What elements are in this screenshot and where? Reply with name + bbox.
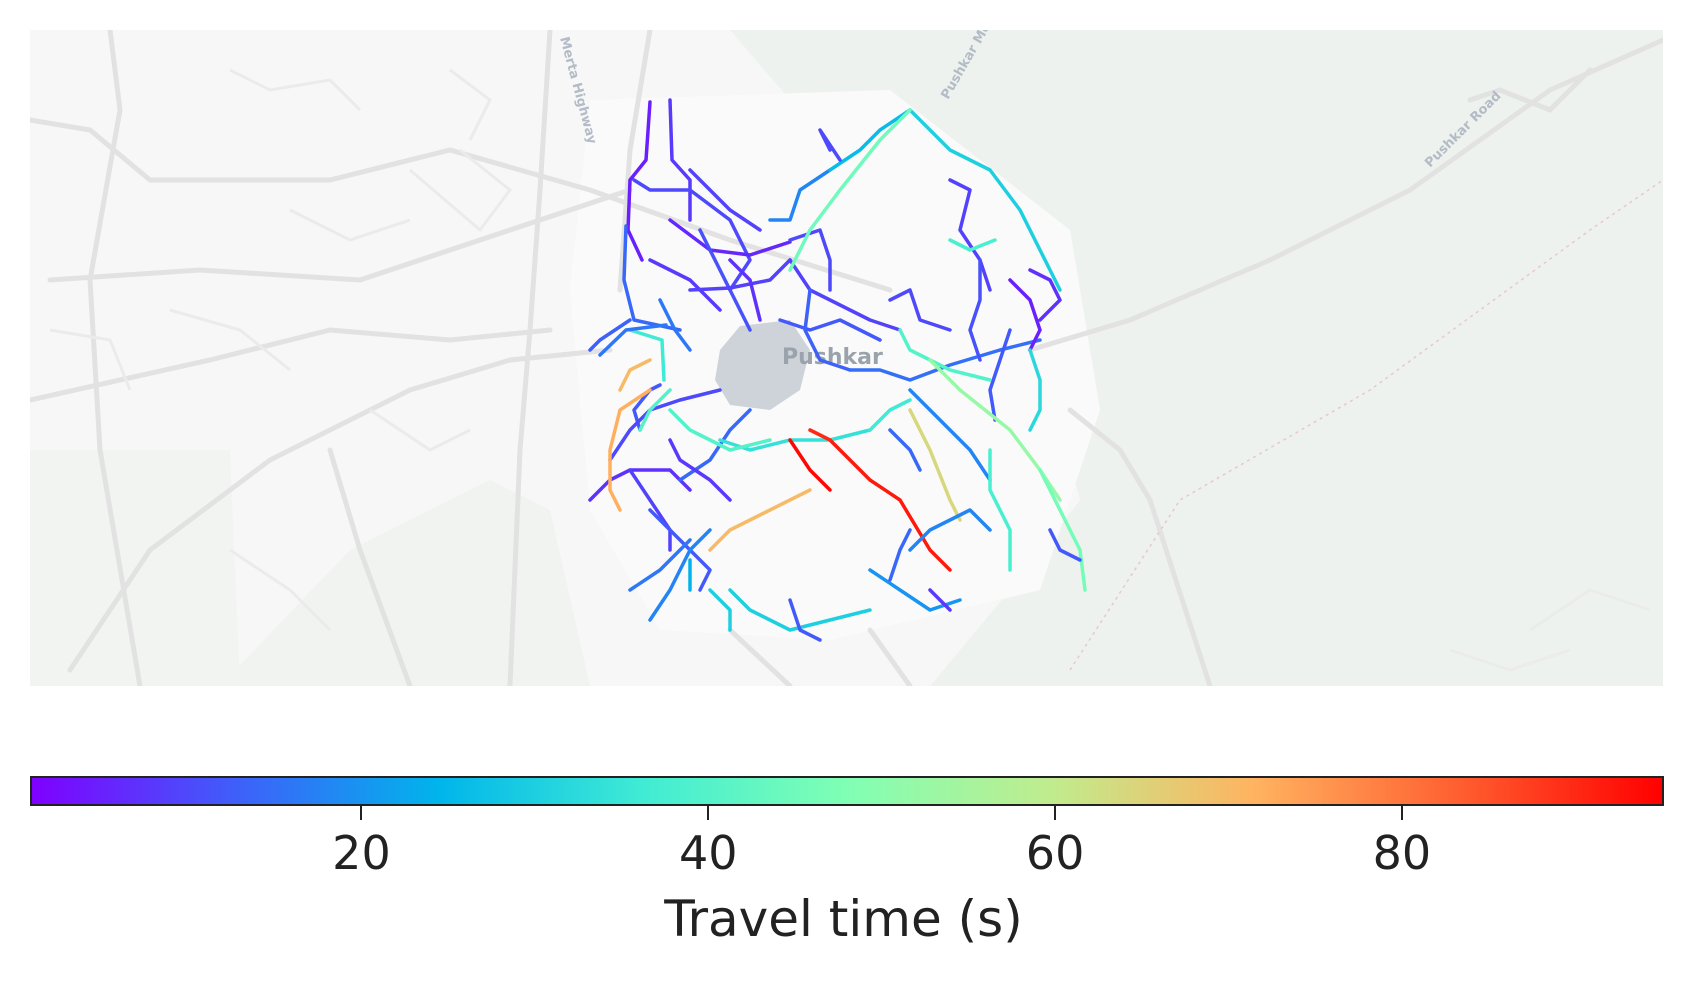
road-segment <box>868 398 912 432</box>
map-canvas: Pushkar Merta Highway Pushkar Mer Pushka… <box>30 30 1663 686</box>
colorbar-tick-label: 40 <box>678 826 738 880</box>
colorbar-label: Travel time (s) <box>664 890 1023 948</box>
road-segment <box>598 323 668 357</box>
road-segment <box>788 228 832 292</box>
road-segment <box>648 528 712 622</box>
road-segment <box>888 428 922 472</box>
colorbar-tick <box>1054 806 1057 820</box>
road-segment <box>788 258 902 332</box>
colorbar-tick <box>707 806 710 820</box>
road-segment <box>648 508 712 592</box>
road-segment <box>628 328 666 382</box>
road-segment <box>928 588 952 612</box>
background-roads <box>30 30 1663 686</box>
road-segment <box>948 238 997 252</box>
place-label: Pushkar <box>782 345 883 370</box>
road-segment <box>908 388 992 482</box>
road-segment <box>608 388 652 512</box>
road-segment <box>818 128 842 162</box>
road-segment <box>888 528 912 582</box>
road-segment <box>668 438 732 502</box>
colorbar <box>30 776 1664 806</box>
road-segment <box>648 258 722 312</box>
road-segment <box>708 488 812 552</box>
colorbar-tick <box>360 806 363 820</box>
road-segment <box>632 383 662 432</box>
colorbar-tick-label: 60 <box>1025 826 1085 880</box>
road-segment <box>698 228 752 332</box>
road-segment <box>728 258 762 322</box>
road-segment <box>988 328 1012 422</box>
road-segment <box>658 298 692 352</box>
colorbar-gradient <box>30 776 1664 806</box>
road-segment <box>628 538 692 592</box>
road-segment <box>828 108 912 172</box>
road-segment <box>908 508 992 552</box>
map-panel: Pushkar Merta Highway Pushkar Mer Pushka… <box>30 30 1663 686</box>
background-minor-roads <box>49 68 1651 672</box>
road-segment <box>988 448 1012 572</box>
colorbar-tick-label: 20 <box>332 826 391 880</box>
road-segment <box>908 108 1062 292</box>
road-label-merta-highway: Merta Highway <box>556 35 599 146</box>
road-segment <box>788 598 822 642</box>
road-segment <box>803 288 852 372</box>
road-segment <box>728 588 872 632</box>
colorbar-tick-label: 80 <box>1372 826 1432 880</box>
road-segment <box>778 318 882 342</box>
boundary-line <box>1069 179 1663 671</box>
road-segment <box>788 108 912 272</box>
road-segment <box>888 288 952 332</box>
colorbar-tick <box>1400 806 1403 820</box>
road-segment <box>968 258 982 362</box>
road-network <box>588 98 1087 642</box>
road-segment <box>1048 528 1082 562</box>
road-segment <box>628 468 672 552</box>
park-area <box>220 480 590 686</box>
road-segment <box>908 408 962 522</box>
road-segment <box>588 318 632 352</box>
road-segment <box>1028 268 1062 322</box>
road-segment <box>668 408 772 452</box>
road-segment <box>788 438 832 492</box>
road-segment <box>668 218 792 257</box>
road-segment <box>688 168 762 232</box>
road-segment <box>668 98 692 222</box>
road-segment <box>1028 348 1042 432</box>
lake <box>715 320 810 410</box>
road-segment <box>768 168 832 222</box>
road-segment <box>1008 278 1042 352</box>
road-segment <box>828 438 952 572</box>
road-segment <box>638 388 672 432</box>
road-segment <box>618 358 652 392</box>
road-segment <box>948 178 992 292</box>
road-segment <box>626 100 652 262</box>
road-segment <box>632 178 752 292</box>
road-segment <box>1038 468 1087 592</box>
road-segment <box>808 428 832 442</box>
road-segment <box>848 338 1042 382</box>
road-segment <box>708 588 732 632</box>
